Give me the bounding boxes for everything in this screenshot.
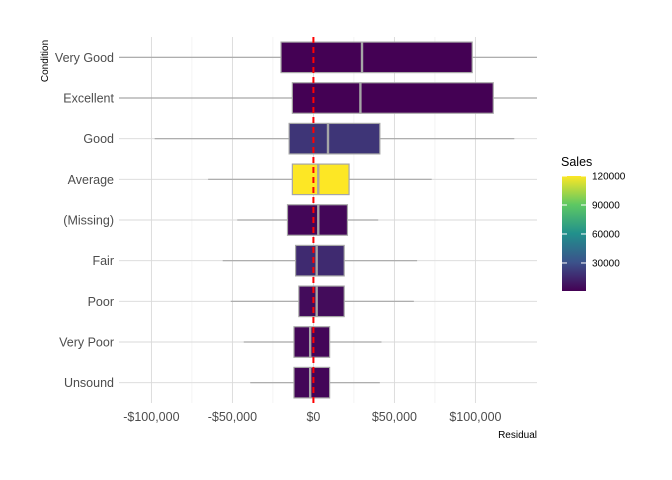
legend-tick-label: 60000 [592, 229, 620, 240]
y-tick-label: Very Good [55, 51, 114, 65]
box-body [280, 41, 473, 74]
box-body [288, 122, 381, 155]
axes: -$100,000 -$50,000 $0 $50,000 $100,000 Very G… [55, 51, 502, 424]
y-tick-label: Very Poor [59, 336, 114, 350]
box-body [293, 366, 331, 399]
x-tick-label: $0 [306, 410, 320, 424]
y-tick-label: Poor [88, 295, 114, 309]
box-body [293, 326, 331, 358]
legend-tick-label: 90000 [592, 200, 620, 211]
y-axis-title: Condition [40, 40, 51, 82]
box-body [294, 244, 345, 277]
y-tick-label: Fair [92, 254, 114, 268]
box-unsound [250, 366, 380, 399]
legend-tick-label: 120000 [592, 172, 626, 183]
box-excellent [119, 82, 537, 114]
box-good [154, 122, 515, 155]
y-tick-label: Unsound [64, 376, 114, 390]
box-poor [230, 285, 414, 318]
box-body [298, 285, 345, 318]
y-tick-label: Good [83, 132, 114, 146]
y-tick-label: Average [68, 173, 114, 187]
x-axis-title: Residual [498, 430, 537, 441]
box-very-good [119, 41, 537, 74]
x-tick-label: -$100,000 [123, 410, 179, 424]
y-tick-label: Excellent [63, 92, 114, 106]
x-tick-label: $100,000 [449, 410, 501, 424]
x-tick-label: -$50,000 [208, 410, 257, 424]
box-very-poor [243, 326, 382, 358]
box-fair [222, 244, 418, 277]
box-missing [237, 204, 379, 236]
legend-tick-label: 30000 [592, 258, 620, 269]
y-tick-label: (Missing) [63, 214, 114, 228]
legend: Sales 30000 60000 90000 120000 [561, 155, 626, 291]
box-body [291, 163, 350, 196]
box-body [291, 82, 494, 114]
legend-title: Sales [561, 155, 592, 169]
x-tick-label: $50,000 [372, 410, 417, 424]
box-average [208, 163, 432, 196]
